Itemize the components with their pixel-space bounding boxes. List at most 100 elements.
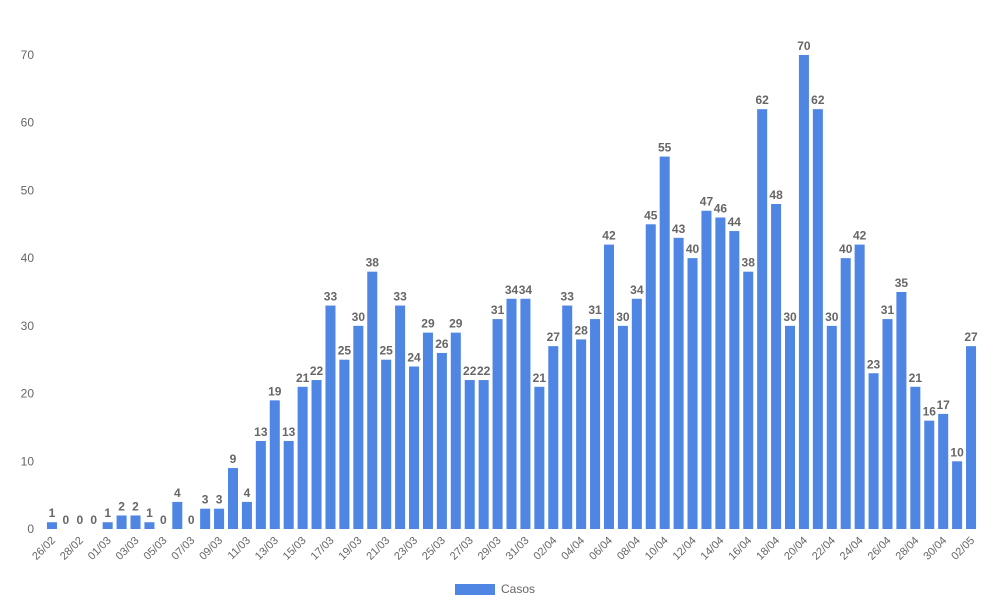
y-tick-label: 10 [21,454,35,468]
x-tick-label: 06/04 [587,535,615,563]
data-label: 24 [407,350,421,364]
data-label: 25 [338,344,352,358]
data-label: 34 [505,283,519,297]
data-label: 26 [435,337,449,351]
data-label: 43 [672,222,686,236]
bar [812,109,823,530]
bar [659,156,670,530]
data-label: 4 [244,486,251,500]
bar [645,224,656,530]
bar [144,522,155,529]
bar [367,271,378,529]
data-label: 45 [644,208,658,222]
data-label: 28 [574,323,588,337]
x-tick-label: 23/03 [392,535,420,563]
data-label: 0 [160,513,167,527]
data-label: 38 [366,256,380,270]
bar [576,339,587,529]
data-label: 42 [853,229,867,243]
data-label: 22 [477,364,491,378]
data-label: 62 [811,93,825,107]
x-tick-label: 26/04 [866,535,894,563]
bar [297,386,308,529]
bar [603,244,614,529]
data-label: 35 [895,276,909,290]
data-label: 31 [881,303,895,317]
x-tick-label: 12/04 [671,535,699,563]
bar [617,325,628,529]
bar [715,217,726,529]
bar [464,380,475,529]
data-label: 2 [118,499,125,513]
data-label: 33 [324,290,338,304]
bar [422,332,433,529]
bar [200,508,211,529]
data-label: 30 [352,310,366,324]
bar [771,203,782,529]
bar [743,271,754,529]
x-tick-label: 04/04 [559,535,587,563]
data-label: 42 [602,229,616,243]
data-label: 22 [463,364,477,378]
bar [436,352,447,529]
x-tick-label: 11/03 [226,535,253,562]
data-label: 0 [188,513,195,527]
data-label: 62 [755,93,769,107]
data-label: 13 [282,425,296,439]
bar [353,325,364,529]
data-label: 13 [254,425,268,439]
data-label: 29 [421,317,435,331]
x-tick-label: 07/03 [169,535,197,563]
legend-label: Casos [501,582,536,596]
bar [798,55,809,529]
bar [938,413,949,529]
data-label: 40 [686,242,700,256]
x-tick-label: 03/03 [114,535,142,563]
bar [506,298,517,529]
data-label: 70 [797,39,811,53]
data-label: 0 [90,513,97,527]
bar [520,298,531,529]
bar [966,346,977,529]
x-tick-label: 25/03 [420,535,448,563]
y-axis: 0 10 20 30 40 50 60 70 [21,48,35,536]
data-label: 33 [393,290,407,304]
bar [395,305,406,529]
bar [102,522,113,529]
x-tick-label: 17/03 [309,535,337,563]
data-label: 0 [76,513,83,527]
y-tick-label: 20 [21,387,35,401]
bar [729,231,740,530]
x-tick-label: 05/03 [142,535,170,563]
bar [130,515,141,529]
bar [631,298,642,529]
x-tick-label: 31/03 [504,535,532,563]
bar [409,366,420,529]
bar [784,325,796,529]
data-label: 16 [923,405,937,419]
bar [548,346,559,529]
x-tick-label: 27/03 [448,535,476,563]
x-tick-label: 29/03 [476,535,504,563]
data-label: 55 [658,141,672,155]
data-label: 3 [216,493,223,507]
bar [255,440,266,529]
data-label: 30 [825,310,839,324]
data-label: 9 [230,452,237,466]
data-label: 17 [937,398,951,412]
data-label: 47 [700,195,714,209]
data-label: 21 [533,371,547,385]
x-tick-label: 10/04 [643,535,671,563]
data-label: 29 [449,317,463,331]
x-tick-label: 28/04 [894,535,922,563]
data-label: 21 [296,371,310,385]
data-label: 46 [714,202,728,216]
y-tick-label: 0 [27,522,34,536]
x-tick-label: 28/02 [58,535,86,563]
x-tick-label: 08/04 [615,535,643,563]
data-label: 30 [616,310,630,324]
bar [896,292,907,529]
y-tick-label: 30 [21,319,35,333]
bar [269,400,280,529]
